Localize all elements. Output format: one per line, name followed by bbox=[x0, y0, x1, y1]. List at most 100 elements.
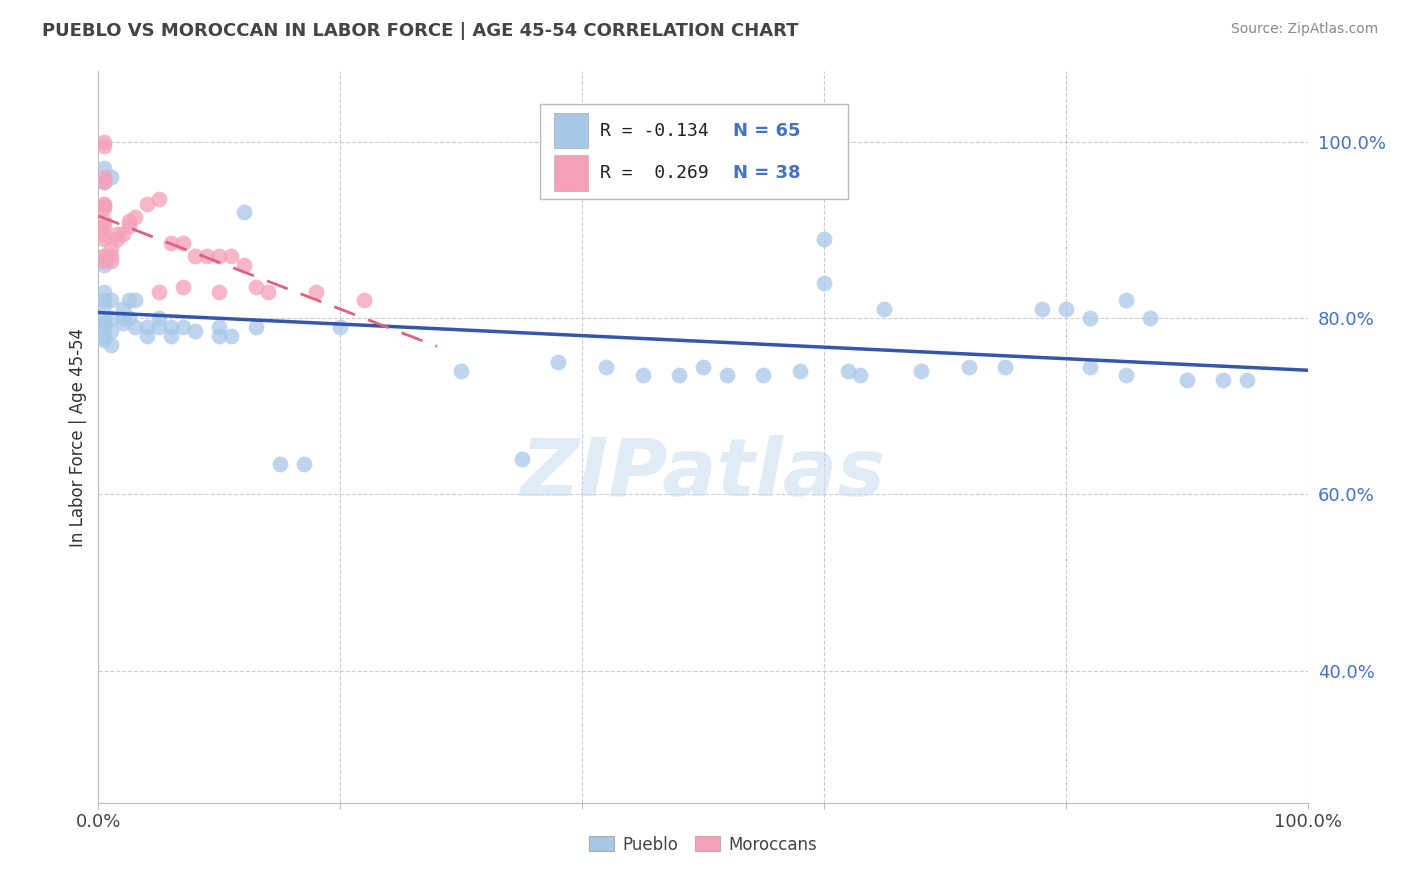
Point bbox=[93, 135, 115, 149]
Point bbox=[100, 253, 122, 268]
Point bbox=[93, 201, 115, 215]
Point bbox=[93, 328, 115, 343]
Point bbox=[124, 293, 146, 308]
Point bbox=[1212, 373, 1234, 387]
Point bbox=[450, 364, 472, 378]
Point bbox=[118, 219, 141, 233]
Point bbox=[1236, 373, 1258, 387]
Point bbox=[93, 316, 115, 330]
Text: N = 65: N = 65 bbox=[734, 121, 801, 140]
Point bbox=[172, 236, 194, 251]
Point bbox=[329, 320, 352, 334]
Text: Source: ZipAtlas.com: Source: ZipAtlas.com bbox=[1230, 22, 1378, 37]
Point bbox=[1115, 293, 1137, 308]
Point bbox=[93, 249, 115, 263]
Legend: Pueblo, Moroccans: Pueblo, Moroccans bbox=[582, 829, 824, 860]
Point bbox=[93, 320, 115, 334]
Point bbox=[245, 320, 267, 334]
Point bbox=[93, 170, 115, 185]
Point bbox=[957, 359, 980, 374]
Point bbox=[1115, 368, 1137, 383]
Point bbox=[100, 241, 122, 255]
Point bbox=[93, 232, 115, 246]
Point bbox=[1078, 359, 1101, 374]
Point bbox=[305, 285, 328, 299]
Point bbox=[100, 311, 122, 326]
Point bbox=[256, 285, 278, 299]
Point bbox=[100, 293, 122, 308]
Point bbox=[148, 192, 170, 206]
Point bbox=[353, 293, 375, 308]
Point bbox=[93, 285, 115, 299]
Point bbox=[93, 161, 115, 176]
Text: R = -0.134: R = -0.134 bbox=[600, 121, 709, 140]
Point bbox=[93, 293, 115, 308]
Point bbox=[1031, 302, 1053, 317]
Point bbox=[93, 258, 115, 272]
Point bbox=[93, 139, 115, 153]
Point bbox=[93, 333, 115, 347]
Point bbox=[93, 174, 115, 188]
Point bbox=[93, 298, 115, 312]
Point bbox=[124, 210, 146, 224]
Point bbox=[232, 258, 254, 272]
Point bbox=[813, 232, 835, 246]
Point bbox=[789, 364, 811, 378]
Text: R =  0.269: R = 0.269 bbox=[600, 164, 709, 182]
Text: PUEBLO VS MOROCCAN IN LABOR FORCE | AGE 45-54 CORRELATION CHART: PUEBLO VS MOROCCAN IN LABOR FORCE | AGE … bbox=[42, 22, 799, 40]
Point bbox=[111, 311, 134, 326]
Point bbox=[752, 368, 775, 383]
Point bbox=[105, 227, 128, 242]
Point bbox=[148, 311, 170, 326]
Point bbox=[148, 320, 170, 334]
Point bbox=[135, 328, 157, 343]
Point bbox=[292, 457, 315, 471]
Point bbox=[172, 280, 194, 294]
Point bbox=[118, 214, 141, 228]
Point bbox=[837, 364, 859, 378]
Point bbox=[245, 280, 267, 294]
FancyBboxPatch shape bbox=[554, 155, 588, 191]
Point bbox=[160, 328, 183, 343]
Point bbox=[93, 174, 115, 188]
Point bbox=[111, 302, 134, 317]
Point bbox=[1175, 373, 1198, 387]
Point bbox=[221, 328, 243, 343]
FancyBboxPatch shape bbox=[554, 113, 588, 148]
Point bbox=[118, 311, 141, 326]
Point bbox=[93, 198, 115, 212]
Point bbox=[910, 364, 932, 378]
Point bbox=[510, 452, 533, 467]
Point bbox=[135, 196, 157, 211]
Point bbox=[148, 285, 170, 299]
Y-axis label: In Labor Force | Age 45-54: In Labor Force | Age 45-54 bbox=[69, 327, 87, 547]
Point bbox=[195, 249, 218, 263]
Point bbox=[631, 368, 654, 383]
Point bbox=[93, 196, 115, 211]
FancyBboxPatch shape bbox=[540, 104, 848, 200]
Point bbox=[547, 355, 569, 369]
Point bbox=[221, 249, 243, 263]
Point bbox=[93, 219, 115, 233]
Point bbox=[232, 205, 254, 219]
Point bbox=[184, 324, 207, 338]
Point bbox=[100, 249, 122, 263]
Point bbox=[1054, 302, 1077, 317]
Point bbox=[208, 249, 231, 263]
Point bbox=[160, 236, 183, 251]
Point bbox=[160, 320, 183, 334]
Point bbox=[118, 293, 141, 308]
Point bbox=[105, 232, 128, 246]
Point bbox=[100, 337, 122, 351]
Point bbox=[135, 320, 157, 334]
Point bbox=[93, 214, 115, 228]
Point bbox=[100, 324, 122, 338]
Point bbox=[93, 227, 115, 242]
Point bbox=[994, 359, 1017, 374]
Point bbox=[93, 253, 115, 268]
Point bbox=[124, 320, 146, 334]
Point bbox=[692, 359, 714, 374]
Point bbox=[1078, 311, 1101, 326]
Point bbox=[111, 316, 134, 330]
Point bbox=[595, 359, 617, 374]
